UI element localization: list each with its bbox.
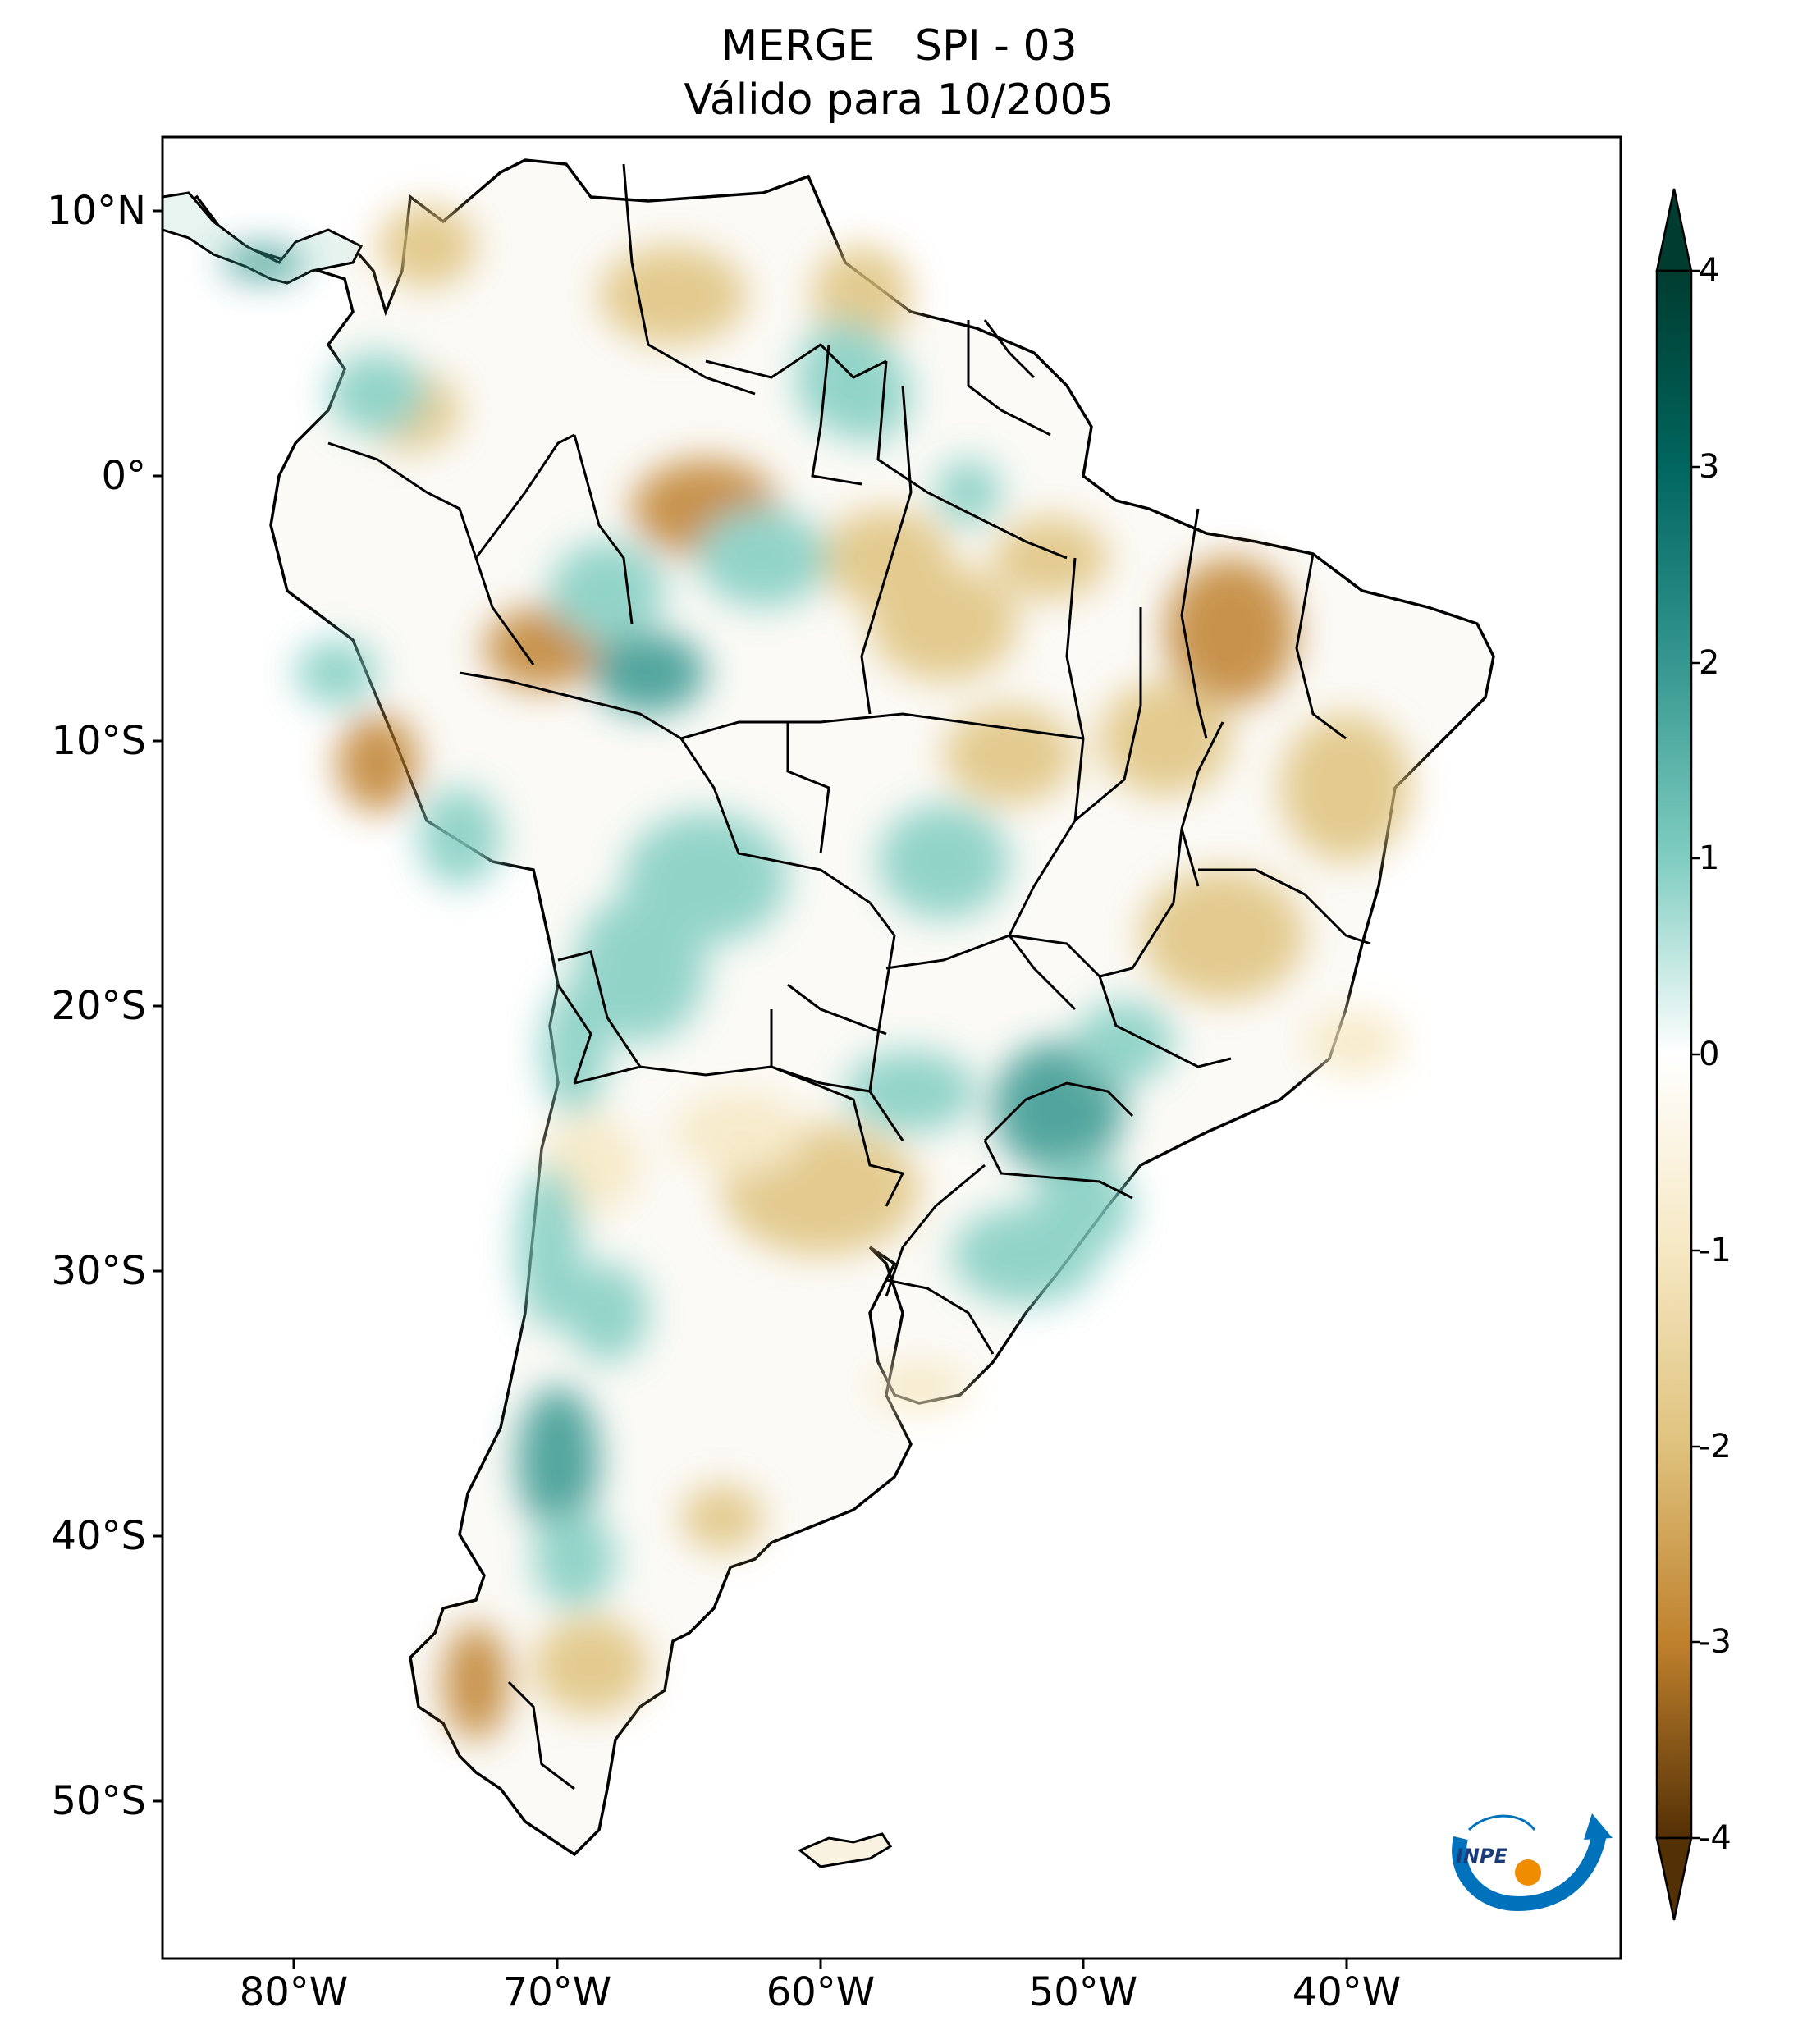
colorbar-gradient [1655,269,1693,1840]
falkland-islands [798,1832,893,1868]
lat-tick-label: 10°S [51,718,146,764]
colorbar [1655,188,1700,1921]
inpe-logo-text: INPE [1456,1845,1508,1868]
lat-tick-label: 0° [101,453,146,499]
inpe-logo: INPE [1452,1813,1613,1912]
map-frame [161,135,1622,1960]
central-america-landmass [162,191,364,285]
colorbar-tick-label: -1 [1699,1232,1732,1269]
colorbar-tick-label: 3 [1699,448,1720,486]
map-area [162,158,1495,1868]
map-title: MERGE SPI - 03 [721,21,1077,71]
axis-ticks [153,209,1348,1969]
lon-tick-label: 40°W [1292,1969,1402,2015]
lon-tick-label: 60°W [766,1969,876,2015]
lat-tick-label: 20°S [51,983,146,1029]
colorbar-tick-label: -3 [1699,1623,1732,1661]
colorbar-tick-label: 0 [1699,1036,1720,1073]
colorbar-extend-min [1655,1836,1693,1921]
colorbar-tick-label: 1 [1699,839,1720,877]
lat-tick-label: 40°S [51,1513,146,1559]
spi-anomaly-field [222,205,1411,1740]
colorbar-tick-label: 4 [1699,252,1720,290]
colorbar-tick-label: -4 [1699,1819,1732,1857]
lon-tick-label: 50°W [1028,1969,1138,2015]
lat-tick-label: 30°S [51,1248,146,1294]
colorbar-extend-max [1655,188,1693,272]
colorbar-tick-label: 2 [1699,644,1720,682]
map-subtitle: Válido para 10/2005 [684,75,1114,125]
lat-tick-label: 10°N [47,188,146,234]
lat-tick-label: 50°S [51,1778,146,1824]
political-boundaries [327,163,1371,1790]
lon-tick-label: 80°W [239,1969,349,2015]
lon-tick-label: 70°W [502,1969,612,2015]
colorbar-tick-label: -2 [1699,1428,1732,1466]
